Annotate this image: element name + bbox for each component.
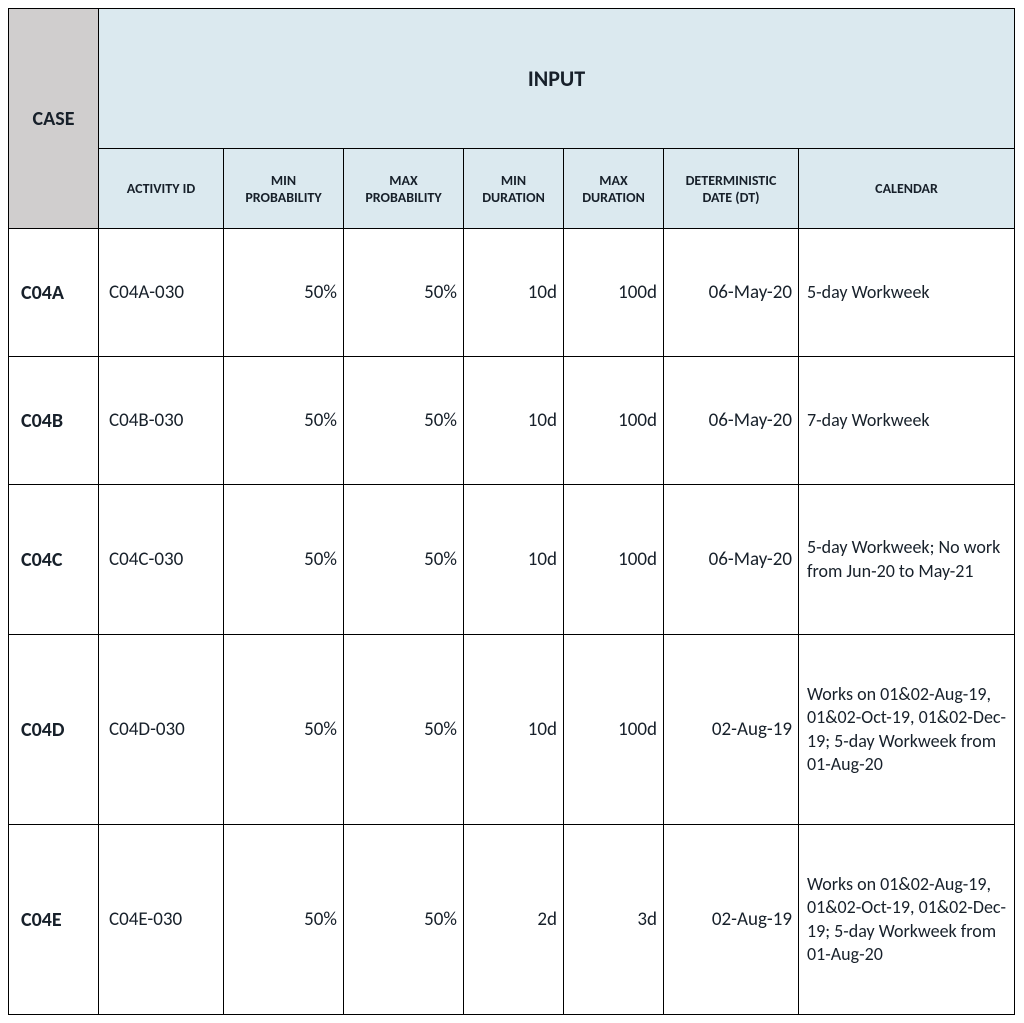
col-min-dur: MIN DURATION	[464, 149, 564, 229]
col-max-dur: MAX DURATION	[564, 149, 664, 229]
cell-det-date: 06-May-20	[664, 229, 799, 357]
cell-min-dur: 10d	[464, 485, 564, 635]
cell-min-prob: 50%	[224, 485, 344, 635]
cell-min-prob: 50%	[224, 825, 344, 1015]
cell-max-prob: 50%	[344, 229, 464, 357]
cell-case: C04A	[9, 229, 99, 357]
cell-calendar: 5-day Workweek	[799, 229, 1015, 357]
cell-max-dur: 100d	[564, 357, 664, 485]
col-max-prob: MAX PROBABILITY	[344, 149, 464, 229]
cell-min-prob: 50%	[224, 635, 344, 825]
cell-activity-id: C04B-030	[99, 357, 224, 485]
cell-max-prob: 50%	[344, 825, 464, 1015]
table-row: C04AC04A-03050%50%10d100d06-May-205-day …	[9, 229, 1015, 357]
table-row: C04DC04D-03050%50%10d100d02-Aug-19Works …	[9, 635, 1015, 825]
cell-det-date: 02-Aug-19	[664, 825, 799, 1015]
col-det-date: DETERMINISTIC DATE (DT)	[664, 149, 799, 229]
cell-min-dur: 10d	[464, 229, 564, 357]
cell-max-prob: 50%	[344, 635, 464, 825]
cell-max-prob: 50%	[344, 357, 464, 485]
cell-max-dur: 100d	[564, 635, 664, 825]
cell-case: C04B	[9, 357, 99, 485]
case-input-table: CASE INPUT ACTIVITY ID MIN PROBABILITY M…	[8, 8, 1015, 1015]
table-row: C04EC04E-03050%50%2d3d02-Aug-19Works on …	[9, 825, 1015, 1015]
cell-activity-id: C04A-030	[99, 229, 224, 357]
cell-activity-id: C04D-030	[99, 635, 224, 825]
header-case: CASE	[9, 9, 99, 229]
cell-max-dur: 3d	[564, 825, 664, 1015]
cell-max-dur: 100d	[564, 485, 664, 635]
table-row: C04BC04B-03050%50%10d100d06-May-207-day …	[9, 357, 1015, 485]
cell-min-dur: 2d	[464, 825, 564, 1015]
cell-activity-id: C04C-030	[99, 485, 224, 635]
cell-activity-id: C04E-030	[99, 825, 224, 1015]
cell-min-dur: 10d	[464, 635, 564, 825]
header-input: INPUT	[99, 9, 1015, 149]
cell-det-date: 06-May-20	[664, 357, 799, 485]
cell-min-prob: 50%	[224, 357, 344, 485]
table-row: C04CC04C-03050%50%10d100d06-May-205-day …	[9, 485, 1015, 635]
cell-det-date: 02-Aug-19	[664, 635, 799, 825]
cell-min-dur: 10d	[464, 357, 564, 485]
cell-max-prob: 50%	[344, 485, 464, 635]
cell-calendar: Works on 01&02-Aug-19, 01&02-Oct-19, 01&…	[799, 635, 1015, 825]
col-activity-id: ACTIVITY ID	[99, 149, 224, 229]
cell-case: C04C	[9, 485, 99, 635]
cell-min-prob: 50%	[224, 229, 344, 357]
cell-calendar: 7-day Workweek	[799, 357, 1015, 485]
col-calendar: CALENDAR	[799, 149, 1015, 229]
cell-case: C04D	[9, 635, 99, 825]
cell-calendar: 5-day Workweek; No work from Jun-20 to M…	[799, 485, 1015, 635]
col-min-prob: MIN PROBABILITY	[224, 149, 344, 229]
table-body: C04AC04A-03050%50%10d100d06-May-205-day …	[9, 229, 1015, 1015]
cell-case: C04E	[9, 825, 99, 1015]
cell-max-dur: 100d	[564, 229, 664, 357]
cell-calendar: Works on 01&02-Aug-19, 01&02-Oct-19, 01&…	[799, 825, 1015, 1015]
cell-det-date: 06-May-20	[664, 485, 799, 635]
